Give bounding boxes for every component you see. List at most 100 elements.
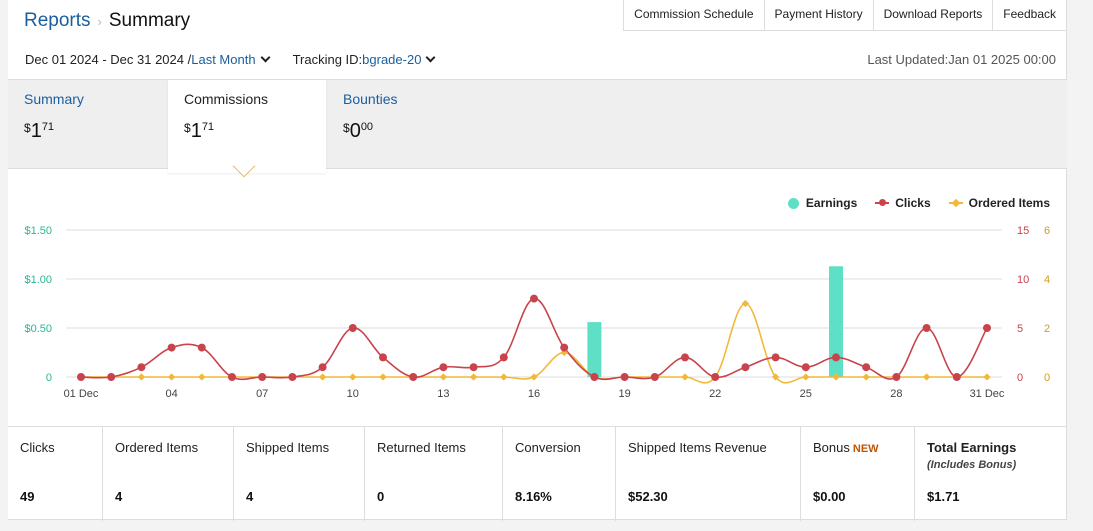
earnings-swatch-icon [787, 197, 799, 209]
chart-legend: Earnings Clicks Ordered Items [770, 196, 1050, 210]
x-tick-label: 10 [347, 388, 359, 400]
legend-earnings[interactable]: Earnings [787, 196, 857, 210]
clicks-line [80, 297, 988, 381]
clicks-point [801, 363, 810, 372]
clicks-point [530, 294, 538, 303]
x-tick-label: 04 [165, 388, 177, 400]
ordered-items-point [681, 373, 689, 381]
ordered-items-point [469, 373, 478, 381]
metrics-bar: Clicks 49 Ordered Items 4 Shipped Items 4 R… [8, 426, 1067, 521]
y-left-tick-label: $1.50 [24, 225, 52, 237]
x-tick-label: 31 Dec [970, 388, 1005, 400]
tab-commissions-label: Commissions [184, 91, 269, 107]
ordered-items-line [81, 302, 987, 384]
y-right-clicks-tick-label: 0 [1017, 372, 1023, 384]
tab-summary[interactable]: Summary $171 [8, 80, 168, 170]
clicks-point [409, 373, 418, 381]
y-right-clicks-tick-label: 10 [1017, 274, 1029, 286]
ordered-items-swatch-icon [948, 202, 963, 204]
metric-clicks: Clicks 49 [8, 427, 103, 521]
clicks-point [228, 373, 236, 381]
tracking-chevron-down-icon[interactable] [425, 52, 436, 63]
tab-bounties-label: Bounties [343, 91, 398, 107]
clicks-point [107, 373, 116, 381]
x-tick-label: 07 [256, 388, 268, 400]
ordered-items-point [439, 373, 448, 381]
tab-bounties-value: $000 [343, 120, 374, 142]
period-chevron-down-icon[interactable] [260, 52, 271, 63]
tab-bounties[interactable]: Bounties $000 [327, 80, 487, 170]
metric-returned-items: Returned Items 0 [365, 427, 503, 521]
clicks-point [439, 363, 448, 372]
y-right-clicks-tick-label: 15 [1017, 225, 1029, 237]
clicks-point [892, 373, 901, 381]
x-tick-label: 28 [890, 388, 902, 400]
summary-tabs: Summary $171 Commissions $171 Bounties $… [8, 79, 1067, 173]
ordered-items-point [771, 373, 780, 381]
metric-bonus: Bonus NEW $0.00 [801, 427, 915, 521]
new-badge: NEW [852, 443, 879, 455]
y-right-clicks-tick-label: 5 [1017, 323, 1023, 335]
clicks-point [197, 343, 206, 352]
y-left-tick-label: $1.00 [24, 274, 52, 286]
ordered-items-point [137, 373, 146, 381]
clicks-point [862, 363, 871, 372]
clicks-point [469, 363, 478, 372]
legend-clicks[interactable]: Clicks [875, 196, 931, 210]
clicks-point [318, 363, 327, 372]
clicks-point [952, 373, 961, 381]
clicks-point [258, 373, 267, 381]
tracking-id-dropdown[interactable]: bgrade-20 [362, 52, 422, 67]
x-tick-label: 01 Dec [64, 388, 99, 400]
clicks-point [832, 353, 840, 362]
metric-conversion: Conversion 8.16% [503, 427, 616, 521]
feedback-button[interactable]: Feedback [992, 0, 1066, 31]
clicks-point [77, 373, 85, 381]
breadcrumb: Reports › Summary [24, 10, 190, 32]
y-left-tick-label: 0 [46, 372, 52, 384]
tab-commissions-value: $171 [184, 120, 215, 142]
legend-ordered-items[interactable]: Ordered Items [948, 196, 1050, 210]
last-updated-text: Last Updated:Jan 01 2025 00:00 [867, 52, 1056, 67]
tab-summary-label: Summary [24, 91, 84, 107]
clicks-point [650, 373, 659, 381]
ordered-items-point [741, 299, 750, 308]
commission-schedule-button[interactable]: Commission Schedule [623, 0, 764, 31]
ordered-items-point [922, 373, 931, 381]
date-range-text: Dec 01 2024 - Dec 31 2024 / [25, 52, 192, 67]
performance-chart: 0 0 0 $0.50 5 2 $1.00 10 4 $1.50 15 6 01 Dec 04 07 10 13… [24, 225, 1050, 400]
period-dropdown[interactable]: Last Month [191, 52, 256, 67]
clicks-point [983, 324, 991, 332]
ordered-items-point [379, 373, 387, 381]
ordered-items-point [802, 373, 810, 381]
metric-shipped-revenue: Shipped Items Revenue $52.30 [616, 427, 801, 521]
ordered-items-point [983, 373, 991, 381]
clicks-swatch-icon [875, 199, 890, 206]
clicks-point [590, 373, 599, 381]
y-right-orders-tick-label: 4 [1044, 274, 1050, 286]
payment-history-button[interactable]: Payment History [763, 0, 873, 31]
metric-ordered-items: Ordered Items 4 [103, 427, 234, 521]
top-nav: Commission Schedule Payment History Down… [623, 0, 1066, 31]
x-tick-label: 25 [800, 388, 812, 400]
clicks-point [681, 353, 689, 362]
clicks-point [379, 353, 387, 362]
clicks-point [137, 363, 146, 372]
ordered-items-point [318, 373, 327, 381]
y-right-orders-tick-label: 6 [1044, 225, 1050, 237]
download-reports-button[interactable]: Download Reports [872, 0, 993, 31]
clicks-point [560, 343, 569, 352]
tab-summary-value: $171 [24, 120, 55, 142]
ordered-items-point [167, 373, 176, 381]
earnings-bar [587, 322, 602, 377]
x-tick-label: 19 [618, 388, 630, 400]
clicks-point [167, 343, 176, 352]
y-right-orders-tick-label: 2 [1044, 323, 1050, 335]
ordered-items-point [832, 373, 840, 381]
x-tick-label: 16 [528, 388, 540, 400]
earnings-bar [829, 266, 843, 377]
y-right-orders-tick-label: 0 [1044, 372, 1050, 384]
ordered-items-point [862, 373, 870, 381]
breadcrumb-reports-link[interactable]: Reports [24, 10, 91, 31]
breadcrumb-chevron-icon: › [97, 14, 102, 29]
